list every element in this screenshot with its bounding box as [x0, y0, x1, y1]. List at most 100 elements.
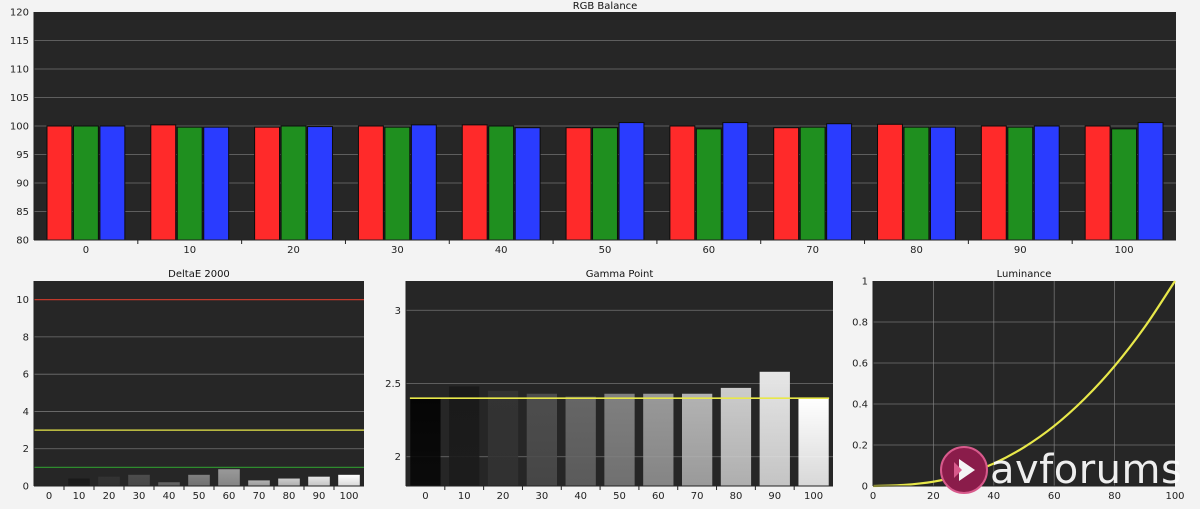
deltae-bar [218, 469, 240, 486]
luminance-xtick-label: 80 [1108, 491, 1121, 502]
deltae-xtick-label: 80 [283, 491, 296, 502]
avforums-watermark: avforums [938, 444, 1194, 496]
gamma-ytick-label: 2.5 [385, 379, 401, 390]
rgb-bar [307, 126, 333, 241]
rgb-bar [1111, 128, 1138, 241]
gamma-bar [604, 393, 635, 486]
rgb-chart: RGB Balance 80 85 90 95 100 105 110 115 120 0 10 20 3… [10, 1, 1176, 256]
gamma-bar [526, 393, 558, 486]
gamma-bar [449, 386, 480, 486]
luminance-ytick-label: 1 [862, 277, 868, 288]
rgb-xtick-label: 40 [495, 245, 508, 256]
luminance-ytick-label: 0.8 [852, 318, 868, 329]
rgb-bar [1137, 122, 1164, 241]
rgb-bar [877, 123, 903, 241]
deltae-xtick-label: 10 [73, 491, 86, 502]
deltae-xtick-label: 20 [103, 491, 116, 502]
rgb-bar [410, 124, 437, 241]
deltae-ytick-label: 10 [16, 295, 29, 306]
deltae-ytick-label: 8 [23, 332, 29, 343]
luminance-xtick-label: 100 [1165, 491, 1184, 502]
gamma-bar [643, 393, 674, 486]
deltae-xtick-label: 100 [339, 491, 358, 502]
rgb-bar [903, 126, 930, 241]
gamma-xtick-label: 30 [535, 491, 548, 502]
rgb-bar [203, 126, 230, 241]
luminance-xtick-label: 20 [927, 491, 940, 502]
deltae-bar [338, 474, 360, 486]
gamma-xtick-label: 60 [652, 491, 665, 502]
gamma-title: Gamma Point [586, 269, 654, 280]
rgb-title: RGB Balance [573, 1, 638, 12]
rgb-xtick-label: 100 [1115, 245, 1134, 256]
rgb-bar [773, 127, 800, 241]
gamma-xtick-label: 100 [804, 491, 823, 502]
deltae-ytick-label: 4 [23, 407, 29, 418]
gamma-bar [759, 371, 790, 486]
gamma-xtick-label: 10 [458, 491, 471, 502]
rgb-xtick-label: 20 [287, 245, 300, 256]
rgb-xtick-label: 60 [702, 245, 715, 256]
rgb-bar [488, 125, 515, 241]
rgb-bar [357, 125, 384, 241]
rgb-bar [618, 122, 645, 241]
watermark-text: avforums [990, 447, 1183, 493]
rgb-ytick-label: 110 [10, 65, 29, 76]
rgb-bar [1084, 125, 1111, 241]
deltae-plot-area [34, 281, 364, 486]
rgb-bar [176, 126, 203, 241]
rgb-xtick-label: 80 [910, 245, 923, 256]
gamma-xtick-label: 0 [422, 491, 428, 502]
rgb-bar [722, 122, 749, 241]
rgb-xtick-label: 10 [183, 245, 196, 256]
rgb-ytick-label: 100 [10, 122, 29, 133]
gamma-bar [565, 396, 596, 486]
rgb-bar [695, 128, 722, 241]
luminance-xtick-label: 40 [987, 491, 1000, 502]
rgb-bar [150, 124, 177, 241]
rgb-bar [1007, 126, 1034, 241]
rgb-bar [254, 126, 281, 241]
rgb-bar [1033, 125, 1060, 241]
gamma-bar [410, 398, 441, 486]
rgb-bar [929, 126, 956, 241]
deltae-bar [278, 478, 300, 486]
rgb-ytick-label: 120 [10, 8, 29, 19]
rgb-bar [592, 127, 618, 241]
deltae-title: DeltaE 2000 [168, 269, 230, 280]
luminance-plot-area [873, 281, 1175, 486]
rgb-xtick-label: 90 [1014, 245, 1027, 256]
rgb-ytick-label: 105 [10, 93, 29, 104]
deltae-ytick-label: 6 [23, 370, 29, 381]
rgb-ytick-label: 85 [16, 207, 29, 218]
gamma-bar [798, 398, 829, 486]
deltae-ytick-label: 0 [23, 482, 29, 493]
rgb-bar [280, 125, 307, 241]
gamma-xtick-label: 50 [613, 491, 626, 502]
luminance-ytick-label: 0.6 [852, 359, 868, 370]
rgb-ytick-label: 95 [16, 150, 29, 161]
luminance-xtick-label: 60 [1048, 491, 1061, 502]
gamma-bar [487, 390, 519, 486]
deltae-bar [248, 480, 270, 486]
gamma-xtick-label: 40 [574, 491, 587, 502]
gamma-bar [681, 393, 713, 486]
deltae-xtick-label: 70 [253, 491, 266, 502]
rgb-bar [565, 127, 592, 241]
deltae-xtick-label: 40 [163, 491, 176, 502]
rgb-ytick-label: 90 [16, 179, 29, 190]
deltae-bar [188, 474, 210, 486]
gamma-xtick-label: 90 [768, 491, 781, 502]
rgb-xtick-label: 0 [83, 245, 89, 256]
luminance-title: Luminance [997, 269, 1052, 280]
deltae-xtick-label: 90 [313, 491, 326, 502]
deltae-xtick-label: 0 [46, 491, 52, 502]
deltae-xtick-label: 60 [223, 491, 236, 502]
rgb-bar [799, 126, 826, 241]
rgb-xtick-label: 70 [806, 245, 819, 256]
gamma-xtick-label: 80 [730, 491, 743, 502]
rgb-bar [461, 124, 488, 241]
rgb-bar [384, 126, 411, 241]
rgb-xtick-label: 50 [599, 245, 612, 256]
luminance-ytick-label: 0.2 [852, 441, 868, 452]
